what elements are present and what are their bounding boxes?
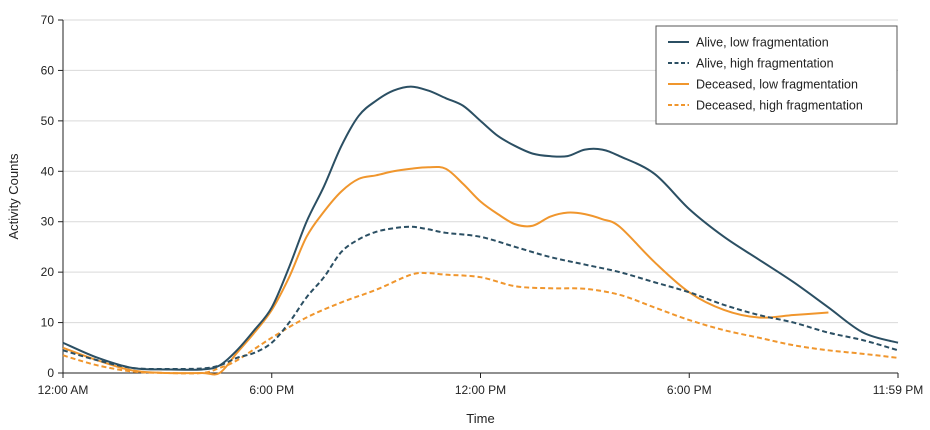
legend-label: Alive, low fragmentation (696, 36, 829, 50)
y-axis-title: Activity Counts (6, 153, 21, 239)
y-tick-label: 20 (41, 265, 55, 279)
legend-label: Alive, high fragmentation (696, 57, 834, 71)
x-tick-label: 11:59 PM (873, 383, 923, 397)
x-tick-label: 12:00 PM (455, 383, 506, 397)
x-axis-title: Time (466, 411, 494, 426)
y-tick-label: 60 (41, 63, 55, 77)
x-tick-label: 6:00 PM (249, 383, 294, 397)
legend-label: Deceased, high fragmentation (696, 99, 863, 113)
x-tick-label: 12:00 AM (38, 383, 89, 397)
y-tick-label: 10 (41, 316, 55, 330)
series-line-1 (62, 85, 899, 371)
y-tick-label: 30 (41, 215, 55, 229)
legend-label: Deceased, low fragmentation (696, 78, 858, 92)
y-tick-label: 70 (41, 13, 55, 27)
series-line-4 (62, 271, 899, 375)
y-tick-label: 40 (41, 164, 55, 178)
legend: Alive, low fragmentation Alive, high frag… (655, 25, 898, 125)
legend-box (655, 25, 898, 125)
series-lines (62, 85, 899, 376)
y-tick-labels: 0 10 20 30 40 50 60 70 (41, 13, 55, 380)
y-tick-label: 50 (41, 114, 55, 128)
x-tick-labels: 12:00 AM 6:00 PM 12:00 PM 6:00 PM 11:59 PM (38, 383, 924, 397)
x-tick-label: 6:00 PM (667, 383, 712, 397)
series-line-2 (62, 225, 899, 371)
series-line-3 (62, 165, 829, 376)
y-tick-label: 0 (47, 366, 54, 380)
